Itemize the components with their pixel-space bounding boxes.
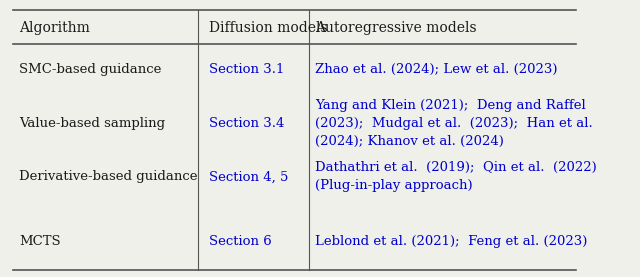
Text: Section 3.4: Section 3.4: [209, 117, 285, 130]
Text: Value-based sampling: Value-based sampling: [19, 117, 165, 130]
Text: Leblond et al. (2021);  Feng et al. (2023): Leblond et al. (2021); Feng et al. (2023…: [315, 235, 588, 248]
Text: Algorithm: Algorithm: [19, 20, 90, 35]
Text: Zhao et al. (2024); Lew et al. (2023): Zhao et al. (2024); Lew et al. (2023): [315, 63, 557, 76]
Text: Dathathri et al.  (2019);  Qin et al.  (2022)
(Plug-in-play approach): Dathathri et al. (2019); Qin et al. (202…: [315, 161, 596, 193]
Text: Derivative-based guidance: Derivative-based guidance: [19, 170, 198, 183]
Text: Diffusion models: Diffusion models: [209, 20, 328, 35]
Text: SMC-based guidance: SMC-based guidance: [19, 63, 161, 76]
Text: Section 3.1: Section 3.1: [209, 63, 285, 76]
Text: Section 4, 5: Section 4, 5: [209, 170, 289, 183]
Text: Autoregressive models: Autoregressive models: [315, 20, 477, 35]
Text: MCTS: MCTS: [19, 235, 61, 248]
Text: Section 6: Section 6: [209, 235, 272, 248]
Text: Yang and Klein (2021);  Deng and Raffel
(2023);  Mudgal et al.  (2023);  Han et : Yang and Klein (2021); Deng and Raffel (…: [315, 99, 593, 148]
